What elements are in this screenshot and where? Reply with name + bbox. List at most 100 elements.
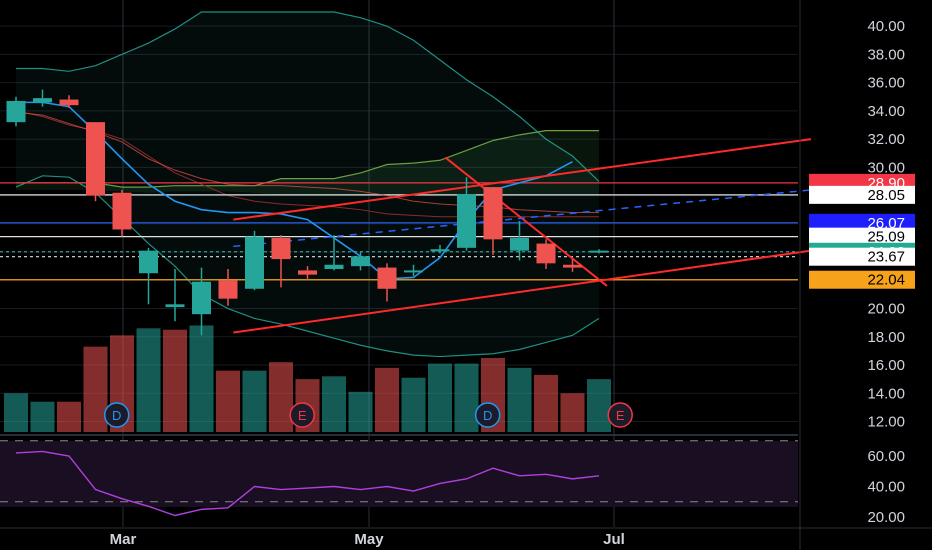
candle-body [59, 99, 79, 106]
price-tick-label: 12.00 [867, 414, 905, 431]
volume-bar [136, 328, 161, 432]
candle-body [457, 194, 476, 248]
candle-body [404, 270, 423, 273]
price-tick-label: 32.00 [867, 131, 905, 148]
candle-body [563, 264, 582, 268]
event-label: E [298, 408, 307, 423]
candle-body [589, 250, 609, 253]
price-axis[interactable]: 40.0038.0036.0034.0032.0030.0028.0026.00… [799, 0, 915, 550]
volume-bar [83, 346, 108, 432]
cloud-top-line [16, 130, 599, 188]
volume-bar [189, 325, 214, 432]
volume-bar [348, 391, 373, 432]
candle-body [483, 187, 503, 240]
volume-bar [401, 377, 426, 432]
price-tag [809, 270, 915, 289]
volume-bar [454, 363, 479, 432]
event-marker [474, 402, 501, 428]
price-tick-label: 18.00 [867, 329, 905, 346]
price-tag-label: 26.07 [867, 215, 905, 232]
price-tag [809, 185, 915, 204]
price-tag [809, 227, 915, 246]
trendline [444, 156, 608, 287]
event-marker [289, 402, 315, 428]
volume-bar [322, 376, 346, 432]
candle-body [6, 100, 26, 123]
volume-bar [216, 370, 240, 432]
price-tick-label: 34.00 [867, 103, 905, 120]
volume-bars [4, 325, 611, 432]
volume-bar [587, 379, 611, 432]
bollinger-bands [15, 11, 600, 358]
volume-bar [57, 401, 81, 432]
candle-body [218, 280, 238, 299]
candle-body [510, 237, 529, 251]
candle-body [245, 236, 264, 289]
price-tag-label: 22.04 [867, 272, 905, 289]
rsi-tick-label: 20.00 [867, 509, 905, 526]
trendlines [233, 138, 812, 334]
volume-bar [163, 329, 187, 432]
rsi-tick-label: 40.00 [867, 479, 905, 496]
volume-bar [507, 367, 532, 432]
candle-body [430, 249, 450, 252]
time-tick-label: Jul [603, 531, 625, 548]
bb-fill [16, 12, 599, 357]
candle-body [536, 243, 556, 264]
volume-bar [242, 370, 267, 432]
candle-body [298, 270, 317, 275]
event-label: D [483, 408, 492, 423]
trendline [233, 138, 812, 221]
horizontal-levels [0, 182, 798, 281]
candlesticks [6, 89, 609, 336]
price-tick-label: 16.00 [867, 357, 905, 374]
price-tick-label: 38.00 [867, 46, 905, 63]
candle-body [33, 98, 52, 103]
candle-body [351, 256, 370, 267]
volume-bar [269, 362, 293, 432]
event-marker [103, 402, 130, 428]
candle-body [192, 281, 211, 315]
volume-bar [560, 393, 585, 432]
candle-body [377, 267, 397, 289]
volume-bar [534, 374, 558, 432]
time-axis[interactable]: Mar May Jul [0, 527, 932, 548]
price-tag [809, 213, 915, 232]
price-tick-label: 30.00 [867, 159, 905, 176]
rsi-tick-label: 60.00 [867, 448, 905, 465]
rsi-pane[interactable] [0, 440, 798, 517]
trendline [233, 249, 812, 334]
price-tag [809, 247, 915, 266]
event-marker [607, 402, 633, 428]
sma-line [16, 101, 573, 280]
time-tick-label: May [354, 531, 384, 548]
rsi-band-fill [0, 441, 798, 507]
price-tick-label: 20.00 [867, 301, 905, 318]
event-label: E [616, 408, 625, 423]
time-tick-label: Mar [110, 531, 137, 548]
candle-body [165, 304, 185, 308]
candle-body [271, 237, 291, 260]
cloud-fill [16, 130, 599, 196]
pane-separator [0, 434, 798, 436]
candle-body [324, 264, 344, 269]
bb-upper [16, 11, 600, 182]
volume-bar [375, 367, 399, 432]
price-tag-label: 25.09 [867, 229, 905, 246]
candle-body [86, 122, 105, 196]
price-tag-label: 23.67 [867, 249, 905, 266]
price-tick-label: 40.00 [867, 18, 905, 35]
event-label: D [112, 408, 121, 423]
candle-body [112, 192, 132, 230]
price-tick-label: 36.00 [867, 75, 905, 92]
volume-bar [30, 401, 55, 432]
price-tag-label: 28.05 [867, 187, 905, 204]
price-tick-label: 14.00 [867, 385, 905, 402]
volume-bar [428, 363, 452, 432]
candle-body [139, 250, 158, 274]
rsi-line [15, 450, 600, 517]
projection-line [233, 189, 812, 248]
volume-bar [4, 393, 28, 432]
